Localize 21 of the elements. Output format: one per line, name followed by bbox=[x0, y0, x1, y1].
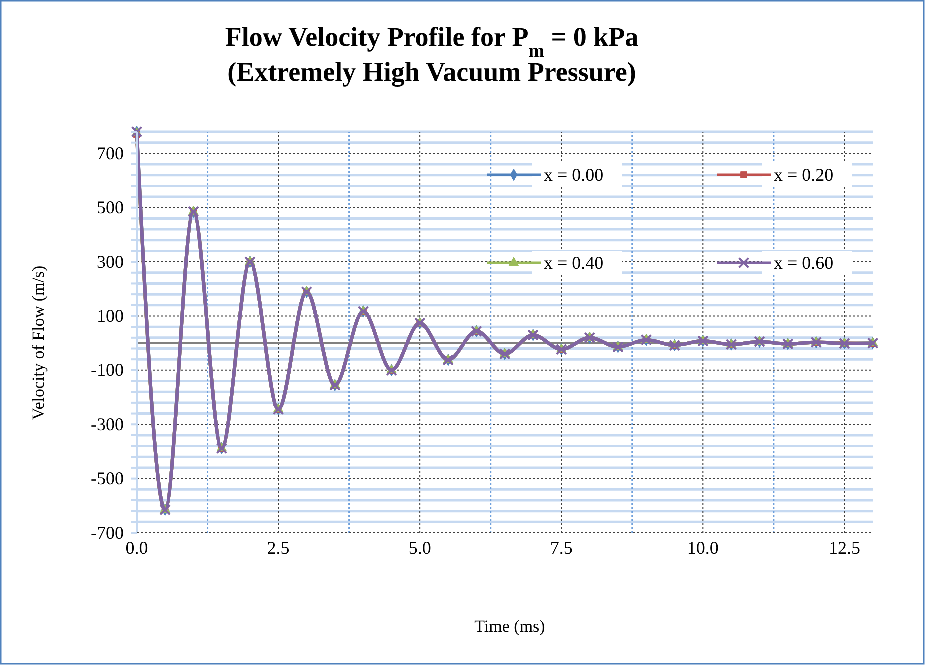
y-tick-label: -100 bbox=[91, 360, 124, 380]
y-tick-label: -300 bbox=[91, 414, 124, 434]
y-tick-label: -700 bbox=[91, 522, 124, 543]
x-tick-label: 5.0 bbox=[408, 538, 432, 558]
x-axis-title: Time (ms) bbox=[474, 617, 546, 636]
x-tick-label: 2.5 bbox=[267, 538, 290, 558]
x-tick-label: 10.0 bbox=[687, 538, 719, 558]
y-axis-title: Velocity of Flow (m/s) bbox=[29, 266, 48, 420]
y-tick-label: -500 bbox=[91, 468, 124, 489]
legend-label: x = 0.20 bbox=[774, 165, 834, 185]
y-tick-label: 300 bbox=[97, 252, 124, 272]
legend-label: x = 0.00 bbox=[544, 165, 604, 185]
legend-label: x = 0.60 bbox=[774, 253, 834, 273]
y-tick-label: 700 bbox=[97, 143, 124, 164]
x-tick-label: 12.5 bbox=[828, 538, 860, 558]
y-tick-label: 500 bbox=[97, 198, 124, 218]
chart-title: Flow Velocity Profile for P$_{m}$ = 0 kPa (Extremely High Vacuum Pressure) bbox=[225, 22, 640, 87]
y-tick-label: 100 bbox=[97, 306, 124, 326]
x-tick-label: 0.0 bbox=[126, 538, 148, 558]
x-tick-label: 7.5 bbox=[550, 538, 573, 558]
legend-label: x = 0.40 bbox=[544, 253, 604, 273]
